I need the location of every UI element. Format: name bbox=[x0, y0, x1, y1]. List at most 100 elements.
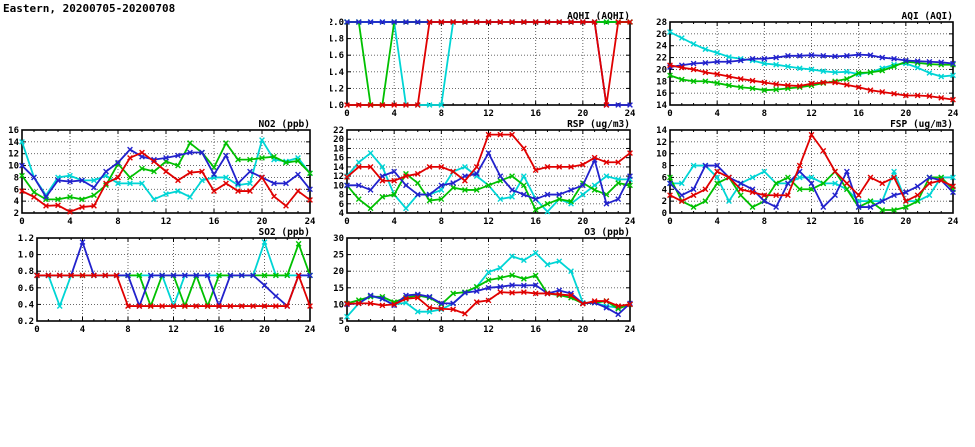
chart-fsp-title: FSP (ug/m3) bbox=[890, 119, 953, 130]
chart-so2-xtick: 0 bbox=[34, 325, 39, 335]
chart-so2-xtick: 16 bbox=[214, 325, 225, 335]
chart-no2-xtick: 0 bbox=[19, 217, 24, 227]
chart-aqi-ytick: 18 bbox=[656, 77, 667, 87]
chart-fsp-ytick: 8 bbox=[662, 162, 667, 172]
chart-o3-ytick: 10 bbox=[333, 300, 344, 310]
chart-so2-plot: 0.2 0.4 0.6 0.8 1.0 1.2 0 4 8 12 16 20 24 SO2 (ppb) bbox=[18, 227, 316, 335]
page-title: Eastern, 20200705-20200708 bbox=[3, 2, 176, 15]
chart-so2-xtick: 4 bbox=[80, 325, 86, 335]
chart-fsp-ytick: 14 bbox=[656, 126, 667, 136]
chart-so2-ytick: 1.2 bbox=[18, 234, 34, 244]
chart-fsp: 0 2 4 6 8 10 12 14 0 4 8 12 16 20 24 FSP (ug/m3) bbox=[653, 116, 975, 230]
chart-no2-xtick: 12 bbox=[161, 217, 172, 227]
chart-rsp-ytick: 16 bbox=[333, 154, 344, 164]
chart-aqhi-ytick: 1.4 bbox=[330, 68, 345, 78]
chart-aqhi-ytick: 1.0 bbox=[330, 101, 344, 111]
chart-no2-ytick: 4 bbox=[14, 197, 20, 207]
chart-aqi: 14 16 18 20 22 24 26 28 0 4 8 12 16 20 24 AQI (AQI) bbox=[653, 8, 975, 122]
chart-aqi-xtick: 12 bbox=[806, 109, 817, 119]
chart-fsp-ytick: 2 bbox=[662, 197, 667, 207]
chart-rsp-xtick: 16 bbox=[530, 217, 541, 227]
chart-no2-xtick: 24 bbox=[305, 217, 316, 227]
chart-o3-xtick: 16 bbox=[530, 325, 541, 335]
chart-aqhi-xtick: 24 bbox=[625, 109, 636, 119]
chart-rsp-ytick: 14 bbox=[333, 163, 344, 173]
chart-so2-ytick: 0.6 bbox=[18, 284, 34, 294]
chart-so2-xtick: 12 bbox=[168, 325, 179, 335]
chart-rsp-ytick: 12 bbox=[333, 172, 344, 182]
chart-aqhi-plot: 1.0 1.2 1.4 1.6 1.8 2.0 0 4 8 12 16 20 24 AQHI (AQHI) bbox=[330, 11, 636, 119]
chart-o3-xtick: 0 bbox=[344, 325, 349, 335]
chart-rsp-ytick: 20 bbox=[333, 135, 344, 145]
chart-no2-xtick: 8 bbox=[115, 217, 120, 227]
chart-so2: 0.2 0.4 0.6 0.8 1.0 1.2 0 4 8 12 16 20 24 SO2 (ppb) bbox=[0, 224, 325, 338]
chart-aqhi-ytick: 1.2 bbox=[330, 84, 344, 94]
chart-no2: 2 4 6 8 10 12 14 16 0 4 8 12 16 20 24 NO2 (ppb) bbox=[0, 116, 325, 230]
chart-fsp-xtick: 12 bbox=[806, 217, 817, 227]
chart-aqi-xtick: 24 bbox=[948, 109, 959, 119]
chart-rsp-ytick: 4 bbox=[339, 209, 345, 219]
chart-o3-plot: 5 10 15 20 25 30 0 4 8 12 16 20 24 O3 (ppb) bbox=[333, 227, 636, 335]
chart-o3-title: O3 (ppb) bbox=[584, 227, 630, 238]
chart-so2-xtick: 20 bbox=[259, 325, 270, 335]
chart-aqi-ytick: 16 bbox=[656, 89, 667, 99]
chart-o3-xtick: 20 bbox=[577, 325, 588, 335]
chart-aqhi-xtick: 16 bbox=[530, 109, 541, 119]
chart-aqhi-title: AQHI (AQHI) bbox=[567, 11, 630, 22]
chart-o3-xtick: 24 bbox=[625, 325, 636, 335]
chart-no2-xtick: 16 bbox=[209, 217, 220, 227]
chart-aqhi: 1.0 1.2 1.4 1.6 1.8 2.0 0 4 8 12 16 20 24 AQHI (AQHI) bbox=[330, 8, 655, 122]
chart-aqhi-xtick: 12 bbox=[483, 109, 494, 119]
chart-aqhi-ytick: 2.0 bbox=[330, 18, 344, 28]
chart-fsp-xtick: 20 bbox=[900, 217, 911, 227]
chart-fsp-ytick: 12 bbox=[656, 138, 667, 148]
chart-fsp-xtick: 24 bbox=[948, 217, 959, 227]
chart-o3-ytick: 30 bbox=[333, 234, 344, 244]
chart-aqhi-ytick: 1.8 bbox=[330, 35, 344, 45]
chart-rsp-ytick: 6 bbox=[339, 200, 344, 210]
chart-aqi-xtick: 8 bbox=[762, 109, 767, 119]
chart-o3-ytick: 20 bbox=[333, 267, 344, 277]
chart-aqhi-xtick: 20 bbox=[577, 109, 588, 119]
chart-so2-ytick: 0.8 bbox=[18, 267, 34, 277]
chart-rsp-xtick: 20 bbox=[577, 217, 588, 227]
chart-no2-ytick: 8 bbox=[14, 173, 19, 183]
chart-aqi-xtick: 16 bbox=[853, 109, 864, 119]
chart-fsp-xtick: 4 bbox=[714, 217, 720, 227]
chart-no2-ytick: 6 bbox=[14, 185, 19, 195]
chart-rsp-ytick: 18 bbox=[333, 144, 344, 154]
chart-o3-xtick: 12 bbox=[483, 325, 494, 335]
chart-rsp-xtick: 4 bbox=[391, 217, 397, 227]
chart-aqi-ytick: 22 bbox=[656, 54, 667, 64]
chart-aqi-ytick: 14 bbox=[656, 101, 667, 111]
chart-o3-ytick: 15 bbox=[333, 284, 344, 294]
chart-rsp-ytick: 8 bbox=[339, 191, 344, 201]
chart-so2-xtick: 8 bbox=[125, 325, 130, 335]
chart-no2-xtick: 4 bbox=[67, 217, 73, 227]
chart-rsp-xtick: 24 bbox=[625, 217, 636, 227]
chart-aqhi-xtick: 0 bbox=[344, 109, 349, 119]
chart-aqi-xtick: 20 bbox=[900, 109, 911, 119]
chart-aqi-xtick: 0 bbox=[667, 109, 672, 119]
chart-no2-ytick: 16 bbox=[8, 126, 19, 136]
chart-aqi-ytick: 26 bbox=[656, 30, 667, 40]
chart-rsp-ytick: 10 bbox=[333, 181, 344, 191]
chart-o3-ytick: 5 bbox=[339, 317, 344, 327]
chart-fsp-xtick: 0 bbox=[667, 217, 672, 227]
chart-fsp-xtick: 16 bbox=[853, 217, 864, 227]
chart-aqi-ytick: 28 bbox=[656, 18, 667, 28]
chart-aqi-ytick: 20 bbox=[656, 65, 667, 75]
chart-rsp-xtick: 0 bbox=[344, 217, 349, 227]
chart-o3-xtick: 8 bbox=[439, 325, 444, 335]
chart-rsp: 4 6 8 10 12 14 16 18 20 22 0 4 8 12 16 20 24 RSP (ug/m3) bbox=[330, 116, 655, 230]
chart-rsp-ytick: 22 bbox=[333, 126, 344, 136]
chart-no2-ytick: 10 bbox=[8, 162, 19, 172]
chart-so2-ytick: 0.2 bbox=[18, 317, 34, 327]
chart-aqhi-ytick: 1.6 bbox=[330, 51, 344, 61]
chart-no2-ytick: 2 bbox=[14, 209, 19, 219]
chart-fsp-ytick: 4 bbox=[662, 185, 668, 195]
chart-rsp-xtick: 12 bbox=[483, 217, 494, 227]
